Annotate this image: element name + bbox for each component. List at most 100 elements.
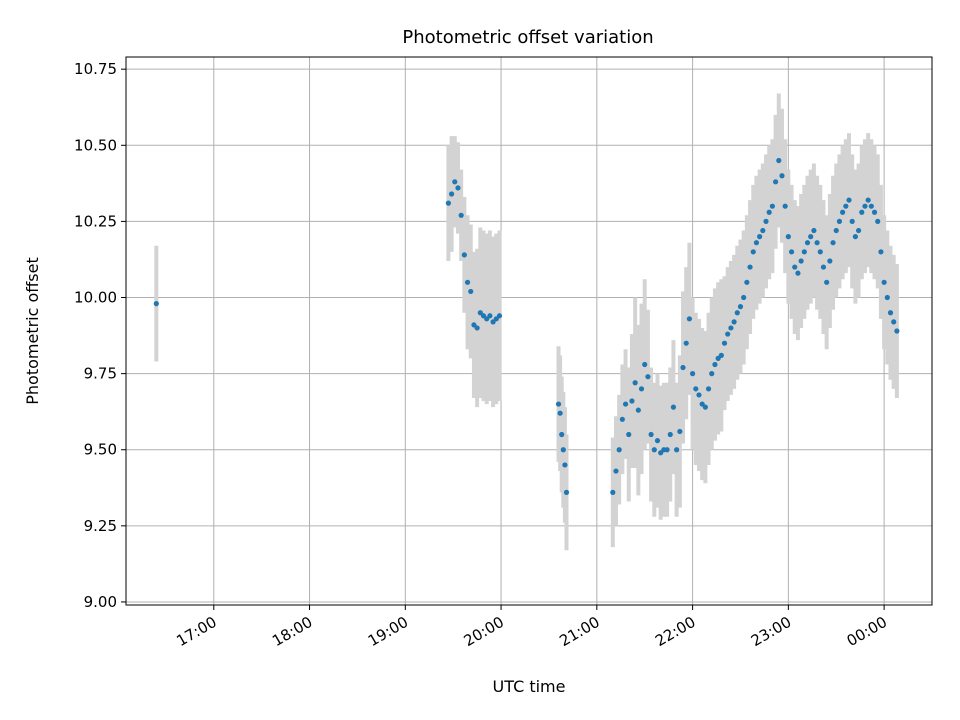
chart-title: Photometric offset variation [402, 27, 653, 48]
data-point [843, 203, 849, 209]
data-point [731, 319, 737, 325]
data-point [559, 431, 565, 438]
y-tick-label: 9.75 [84, 365, 117, 383]
data-point [560, 447, 566, 453]
data-point [741, 294, 747, 301]
data-point [474, 325, 480, 331]
data-point [464, 279, 471, 285]
data-point [801, 249, 807, 255]
data-point [734, 310, 740, 316]
data-point [827, 258, 833, 264]
data-points [153, 157, 900, 495]
data-point [712, 361, 718, 368]
data-point [458, 212, 464, 218]
data-point [840, 209, 846, 215]
data-point [871, 209, 878, 215]
data-point [455, 185, 461, 191]
y-axis: 9.00 9.25 9.50 9.75 10.00 10.25 10.50 10.75 [74, 60, 126, 611]
data-point [642, 361, 648, 368]
data-point [638, 386, 645, 392]
data-point [629, 398, 635, 404]
data-point [779, 173, 785, 179]
data-point [824, 279, 830, 285]
data-point [635, 407, 641, 413]
data-point [452, 179, 458, 185]
data-point [788, 249, 795, 255]
data-point [875, 218, 881, 224]
data-point [563, 489, 570, 495]
data-point [725, 331, 731, 337]
plot-frame [125, 56, 933, 606]
data-point [862, 203, 868, 209]
y-tick-label: 9.50 [84, 441, 117, 459]
data-point [664, 447, 670, 453]
data-point [626, 431, 632, 438]
data-point [849, 218, 855, 224]
data-point [632, 380, 638, 386]
data-point [683, 340, 689, 346]
data-point [721, 340, 728, 346]
data-point [654, 438, 661, 444]
data-point [808, 234, 814, 240]
data-point [674, 447, 680, 453]
data-point [696, 392, 702, 398]
data-point [616, 447, 622, 453]
x-axis-label: UTC time [493, 677, 566, 696]
data-point [795, 270, 801, 276]
data-point [610, 489, 616, 495]
data-point [709, 371, 715, 377]
data-point [744, 279, 750, 285]
data-point [496, 313, 503, 319]
data-point [814, 240, 820, 246]
y-tick-label: 10.00 [74, 289, 117, 307]
data-point [648, 431, 654, 438]
data-point [680, 364, 686, 371]
data-point [776, 157, 782, 164]
data-point [865, 197, 871, 203]
data-point [487, 313, 493, 319]
y-axis-label: Photometric offset [23, 257, 42, 405]
data-point [737, 304, 744, 310]
data-point [448, 191, 455, 197]
data-point [836, 218, 843, 224]
y-tick-label: 10.50 [74, 136, 117, 154]
data-point [689, 371, 696, 377]
grid [126, 57, 932, 605]
y-tick-label: 10.75 [74, 60, 117, 78]
data-point [782, 203, 788, 209]
y-tick-label: 9.00 [84, 593, 117, 611]
data-point [891, 319, 897, 325]
data-point [645, 374, 651, 380]
data-point [852, 234, 858, 240]
data-point [833, 227, 839, 234]
data-point [677, 428, 683, 435]
data-point [461, 252, 467, 258]
data-point [613, 468, 619, 474]
data-point [804, 240, 811, 246]
data-point [622, 401, 629, 407]
data-point [846, 197, 852, 203]
data-point [619, 416, 625, 422]
data-point [693, 386, 699, 392]
data-point [817, 249, 823, 255]
data-point [760, 227, 766, 234]
data-point [785, 234, 791, 240]
data-point [747, 264, 753, 270]
data-point [830, 240, 836, 246]
data-point [855, 227, 862, 234]
data-point [811, 227, 817, 234]
data-point [153, 301, 159, 307]
data-point [894, 328, 900, 334]
data-point [651, 447, 657, 453]
data-point [798, 258, 804, 264]
data-point [757, 234, 763, 240]
data-point [766, 209, 772, 215]
data-point [670, 404, 677, 410]
data-point [718, 352, 724, 358]
data-point [868, 203, 874, 209]
data-point [555, 401, 562, 407]
data-point [750, 249, 756, 255]
data-point [887, 310, 894, 316]
data-point [468, 288, 474, 295]
